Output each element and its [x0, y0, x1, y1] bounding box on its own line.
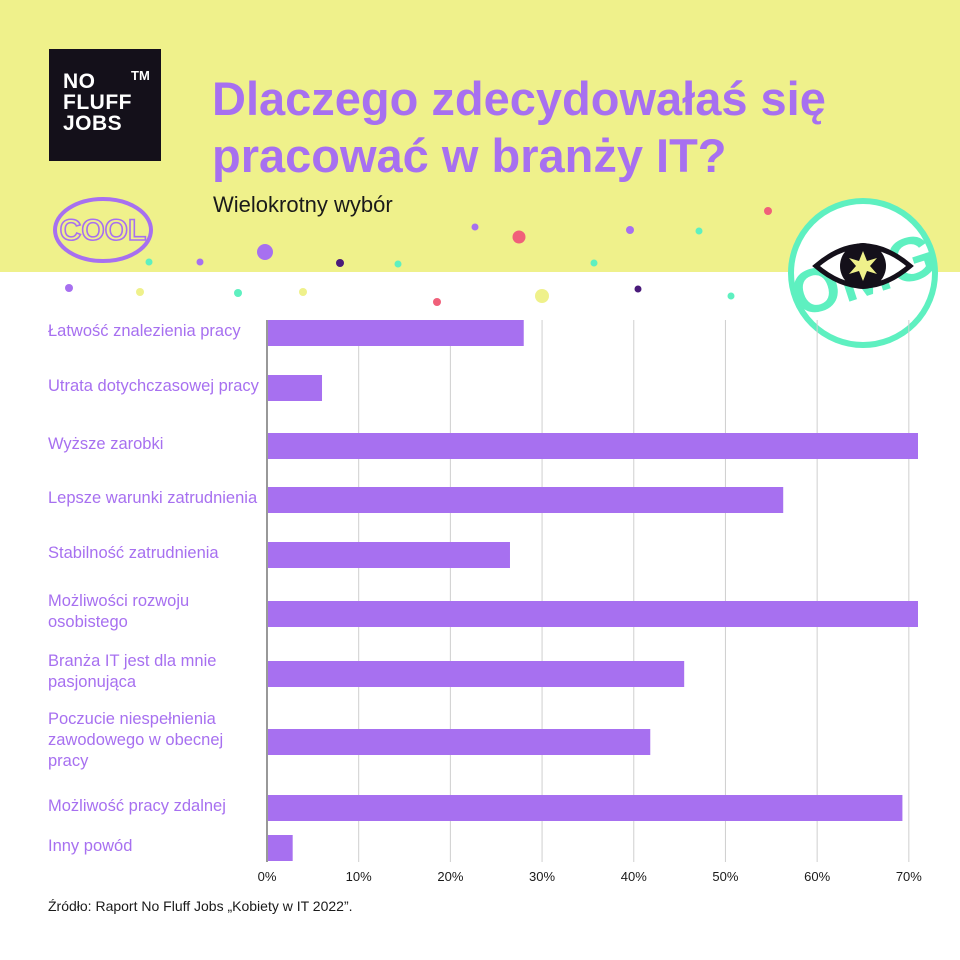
x-tick-label: 0% [258, 869, 277, 884]
category-label: Lepsze warunki zatrudnienia [48, 488, 258, 507]
logo-trademark: TM [131, 68, 150, 83]
x-tick-label: 40% [621, 869, 647, 884]
page-title: Dlaczego zdecydowałaś się pracować w bra… [212, 72, 826, 182]
cool-badge-text: COOL [60, 214, 147, 247]
x-tick-label: 60% [804, 869, 830, 884]
x-tick-label: 10% [346, 869, 372, 884]
bar [268, 795, 903, 821]
bar [268, 661, 685, 687]
page-subtitle: Wielokrotny wybór [213, 192, 393, 217]
category-label: Łatwość znalezienia pracy [48, 321, 241, 340]
cool-badge-icon: COOL [53, 197, 153, 263]
bar [268, 729, 651, 755]
x-tick-label: 30% [529, 869, 555, 884]
category-label: Utrata dotychczasowej pracy [48, 376, 259, 395]
category-label: Inny powód [48, 836, 133, 855]
bar [268, 320, 524, 346]
category-label: Stabilność zatrudnienia [48, 543, 219, 562]
category-label: Możliwość pracy zdalnej [48, 796, 226, 815]
no-fluff-jobs-logo: NO FLUFF JOBS TM [49, 49, 161, 161]
omg-eye-badge-icon: OMG [786, 198, 940, 348]
bar [268, 433, 918, 459]
bar [268, 835, 293, 861]
bar [268, 601, 918, 627]
source-note: Źródło: Raport No Fluff Jobs „Kobiety w … [48, 898, 353, 914]
x-tick-label: 50% [712, 869, 738, 884]
category-label: Wyższe zarobki [48, 434, 164, 453]
category-label: Branża IT jest dla mnie pasjonująca [48, 652, 217, 691]
logo-text: NO FLUFF JOBS [63, 70, 132, 135]
x-tick-label: 20% [437, 869, 463, 884]
bar [268, 487, 784, 513]
bar [268, 542, 510, 568]
category-label: Możliwości rozwoju osobistego [48, 592, 190, 631]
x-tick-label: 70% [896, 869, 922, 884]
category-label: Poczucie niespełnienia zawodowego w obec… [48, 709, 224, 770]
bar [268, 375, 323, 401]
